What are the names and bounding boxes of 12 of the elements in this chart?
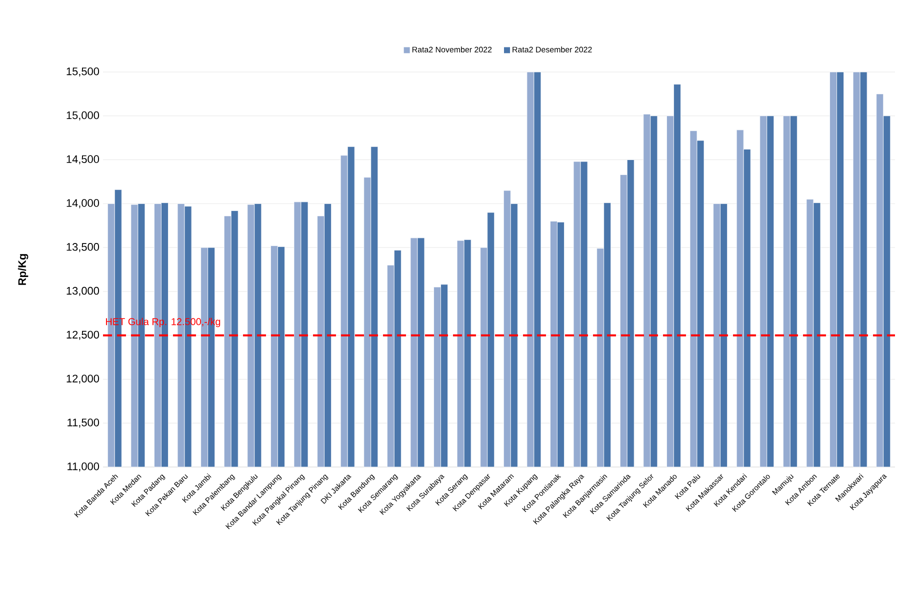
y-tick-label: 12,000 <box>66 374 100 384</box>
ref-line-label: HET Gula Rp. 12.500,-/kg <box>106 318 220 328</box>
y-tick-label: 15,500 <box>66 67 100 77</box>
y-axis-title: Rp/Kg <box>18 254 28 285</box>
y-tick-label: 14,000 <box>66 199 100 208</box>
y-tick-label: 12,500 <box>66 330 100 340</box>
y-tick-label: 15,000 <box>66 111 100 120</box>
y-tick-label: 13,000 <box>66 286 100 296</box>
y-tick-label: 11,500 <box>68 418 100 428</box>
y-tick-label: 11,000 <box>68 462 100 472</box>
y-tick-label: 13,500 <box>66 243 100 252</box>
y-tick-label: 14,500 <box>66 155 100 164</box>
